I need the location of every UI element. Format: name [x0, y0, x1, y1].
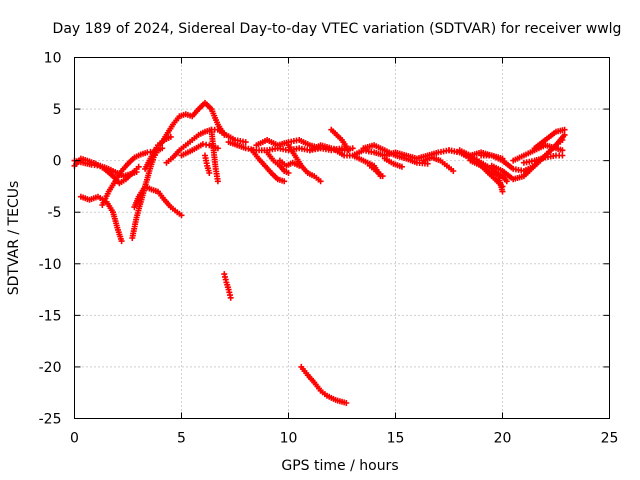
- data-point: [503, 178, 510, 185]
- plot-frame: [74, 57, 610, 419]
- data-series: [328, 126, 352, 154]
- data-series: [264, 149, 292, 176]
- chart-title: Day 189 of 2024, Sidereal Day-to-day VTE…: [53, 21, 622, 37]
- data-series: [285, 142, 324, 185]
- data-point: [559, 147, 566, 154]
- data-series: [520, 152, 566, 166]
- data-point: [343, 400, 350, 406]
- data-point: [214, 178, 221, 185]
- x-axis-label: GPS time / hours: [281, 458, 398, 474]
- data-point: [559, 137, 566, 143]
- data-point: [450, 168, 457, 174]
- data-series: [467, 157, 506, 195]
- data-series: [360, 142, 431, 167]
- data-series: [131, 183, 185, 219]
- x-tick-label: 5: [177, 431, 186, 447]
- tick-layer: 0 5 10 15 20 25 -25 -20 -15 -10 -5 0 5 10: [39, 51, 619, 447]
- y-tick-label: -5: [48, 205, 62, 221]
- grid: [74, 57, 610, 419]
- data-point: [281, 178, 288, 185]
- data-point: [317, 178, 324, 185]
- x-tick-label: 0: [70, 431, 79, 447]
- data-series: [249, 147, 288, 185]
- data-point: [118, 238, 125, 245]
- y-tick-label: 5: [53, 102, 62, 118]
- data-point: [159, 145, 166, 152]
- data-point: [349, 145, 356, 152]
- data-series: [202, 152, 213, 176]
- x-tick-label: 15: [387, 431, 405, 447]
- y-tick-label: -20: [39, 360, 62, 376]
- data-point: [285, 170, 292, 176]
- y-tick-label: 0: [53, 154, 62, 170]
- data-point: [167, 133, 174, 140]
- data-point: [559, 152, 566, 159]
- data-series: [510, 142, 566, 164]
- data-series: [298, 363, 350, 406]
- data-series: [420, 154, 457, 174]
- data-point: [227, 294, 234, 301]
- data-point: [499, 188, 506, 195]
- data-series: [221, 271, 234, 301]
- data-point: [206, 170, 213, 176]
- x-tick-label: 20: [494, 431, 512, 447]
- data-point: [135, 163, 142, 170]
- data-series: [208, 126, 221, 185]
- data-point: [133, 169, 140, 175]
- y-tick-label: -15: [39, 308, 62, 324]
- data-layer: [71, 99, 568, 406]
- data-point: [379, 173, 386, 180]
- data-series: [99, 148, 157, 208]
- data-point: [398, 163, 405, 170]
- y-axis-label: SDTVAR / TECUs: [6, 181, 22, 296]
- data-point: [242, 139, 249, 146]
- y-tick-label: -10: [39, 257, 62, 273]
- data-point: [561, 131, 568, 138]
- data-point: [561, 126, 568, 133]
- x-tick-label: 25: [601, 431, 619, 447]
- y-tick-label: -25: [39, 412, 62, 428]
- data-point: [345, 147, 352, 154]
- y-tick-label: 10: [44, 51, 62, 67]
- data-series: [366, 162, 386, 180]
- x-tick-label: 10: [280, 431, 298, 447]
- data-series: [531, 126, 568, 152]
- data-point: [178, 212, 185, 219]
- data-series: [381, 155, 405, 170]
- data-series: [77, 193, 125, 245]
